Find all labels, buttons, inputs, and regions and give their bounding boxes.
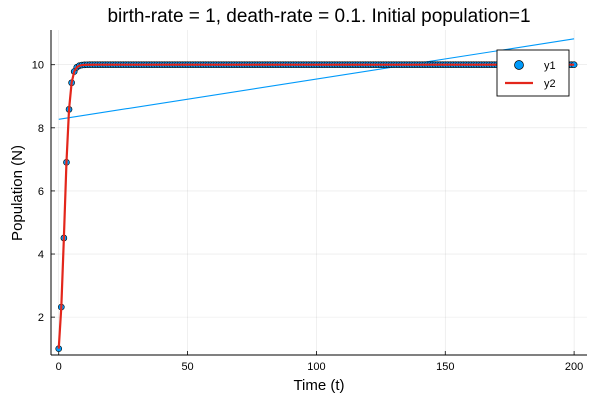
y-tick-label-2: 2 xyxy=(38,312,44,324)
x-tick-label-200: 200 xyxy=(565,361,583,373)
legend-box xyxy=(496,49,570,97)
x-axis-label: Time (t) xyxy=(293,377,344,394)
y-tick-label-4: 4 xyxy=(38,249,44,261)
x-tick-label-150: 150 xyxy=(436,361,454,373)
legend-label-y1: y1 xyxy=(544,60,556,72)
x-tick-label-0: 0 xyxy=(56,361,62,373)
x-tick-label-50: 50 xyxy=(181,361,193,373)
ticks: 0 50 100 150 200 2 4 6 8 10 xyxy=(32,60,584,373)
y-tick-label-10: 10 xyxy=(32,60,44,72)
legend-marker-y1 xyxy=(514,60,524,70)
legend: y1 y2 xyxy=(496,49,570,97)
legend-label-y2: y2 xyxy=(544,78,556,90)
axes xyxy=(50,30,587,356)
y-axis-label: Population (N) xyxy=(9,145,26,241)
chart-title: birth-rate = 1, death-rate = 0.1. Initia… xyxy=(107,6,530,27)
series-y2-line xyxy=(57,63,575,349)
y-tick-label-8: 8 xyxy=(38,123,44,135)
y-tick-label-6: 6 xyxy=(38,186,44,198)
trend-line xyxy=(58,38,575,120)
x-tick-label-100: 100 xyxy=(307,361,325,373)
